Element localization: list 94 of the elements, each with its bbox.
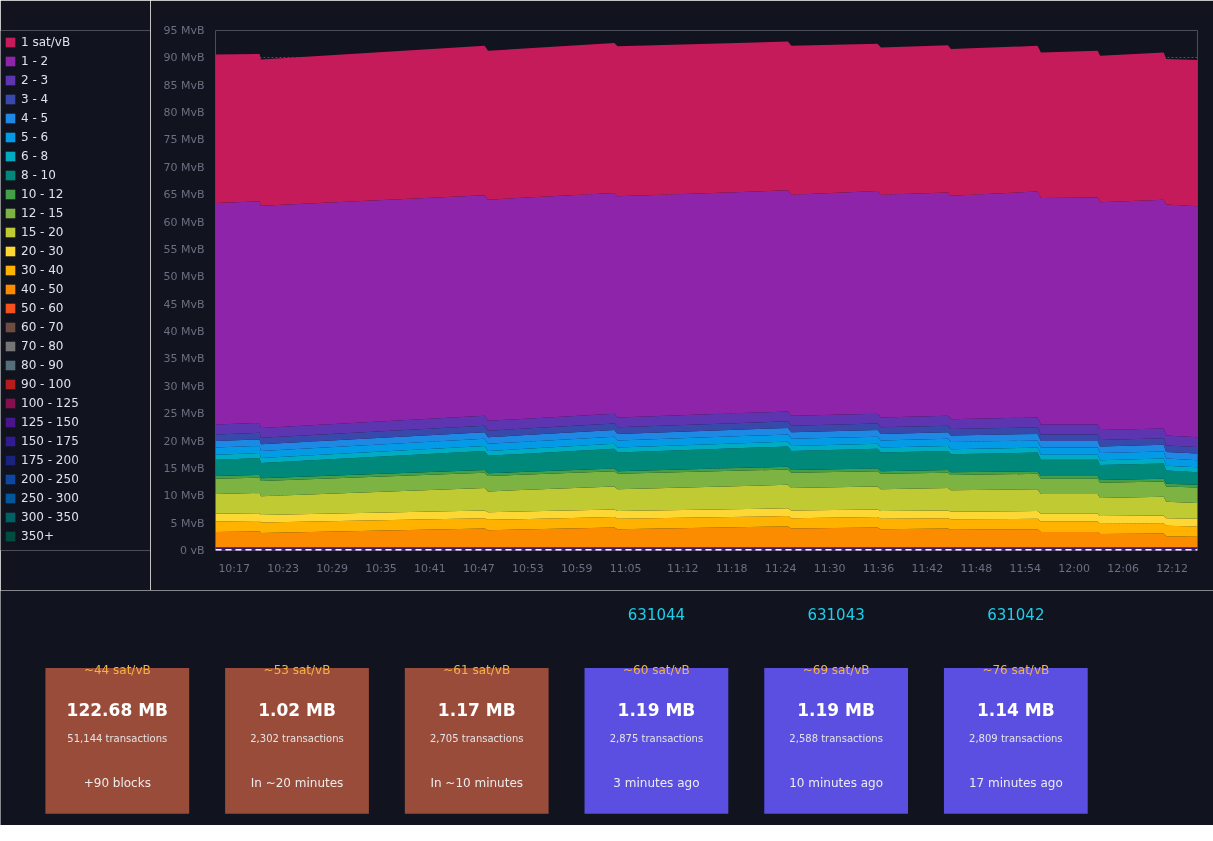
legend-label: 60 - 70 [21, 319, 64, 335]
legend-label: 5 - 6 [21, 129, 49, 145]
y-tick-label: 50 MvB [163, 270, 205, 284]
x-tick-label: 12:00 [1058, 561, 1091, 575]
legend-label: 50 - 60 [21, 300, 64, 316]
legend-label: 1 - 2 [21, 53, 49, 69]
legend-label: 250 - 300 [21, 490, 79, 506]
text: 17 minutes ago [968, 776, 1063, 791]
y-tick-label: 25 MvB [163, 407, 205, 421]
text: 2,875 transactions [609, 733, 704, 745]
text: 2,809 transactions [969, 733, 1063, 745]
text: 122.68 MB [66, 700, 169, 721]
text: ~76 sat/vB [982, 663, 1050, 678]
x-tick-label: 11:36 [862, 561, 895, 575]
x-tick-label: 10:47 [463, 561, 495, 575]
text: 631042 [987, 606, 1045, 624]
y-tick-label: 60 MvB [163, 215, 205, 229]
text: 2,302 transactions [250, 733, 344, 745]
x-tick-label: 11:12 [666, 561, 699, 575]
legend-label: 12 - 15 [21, 205, 64, 221]
text: 2,705 transactions [429, 733, 524, 745]
legend-label: 70 - 80 [21, 338, 64, 354]
x-tick-label: 10:53 [511, 561, 544, 575]
legend-label: 125 - 150 [21, 414, 79, 430]
x-tick-label: 11:05 [609, 561, 642, 575]
text: 51,144 transactions [67, 733, 168, 745]
text: ~44 sat/vB [83, 663, 151, 678]
text: 631043 [807, 606, 865, 624]
legend-label: 200 - 250 [21, 471, 79, 487]
x-tick-label: 11:54 [1009, 561, 1042, 575]
legend-label: 6 - 8 [21, 148, 49, 164]
legend-label: 3 - 4 [21, 91, 49, 107]
text: 3 minutes ago [613, 776, 700, 791]
legend-label: 175 - 200 [21, 452, 79, 468]
y-tick-label: 10 MvB [163, 489, 205, 503]
y-tick-label: 45 MvB [163, 297, 205, 311]
text: 1.19 MB [797, 700, 875, 721]
x-tick-label: 11:24 [764, 561, 797, 575]
legend-label: 20 - 30 [21, 243, 64, 259]
legend-label: 100 - 125 [21, 395, 79, 411]
x-tick-label: 12:06 [1107, 561, 1139, 575]
y-tick-label: 40 MvB [163, 325, 205, 339]
y-tick-label: 80 MvB [163, 106, 205, 120]
text: 10 minutes ago [789, 776, 884, 791]
y-tick-label: 55 MvB [163, 242, 205, 256]
y-tick-label: 65 MvB [163, 188, 205, 202]
text: 1.19 MB [617, 700, 696, 721]
legend-label: 10 - 12 [21, 186, 64, 202]
legend-label: 30 - 40 [21, 262, 64, 278]
y-tick-label: 35 MvB [163, 352, 205, 366]
text: ~61 sat/vB [443, 663, 511, 678]
x-tick-label: 11:30 [813, 561, 846, 575]
y-tick-label: 70 MvB [163, 160, 205, 174]
x-tick-label: 11:42 [911, 561, 944, 575]
y-tick-label: 95 MvB [163, 24, 205, 37]
legend-label: 80 - 90 [21, 357, 64, 373]
y-tick-label: 90 MvB [163, 51, 205, 65]
legend-label: 350+ [21, 528, 54, 544]
text: 631044 [627, 606, 686, 624]
y-tick-label: 0 vB [179, 544, 205, 557]
x-tick-label: 10:41 [414, 561, 446, 575]
y-tick-label: 20 MvB [163, 434, 205, 448]
y-tick-label: 85 MvB [163, 78, 205, 92]
y-tick-label: 5 MvB [170, 516, 205, 530]
y-tick-label: 15 MvB [163, 461, 205, 475]
legend-label: 90 - 100 [21, 376, 72, 392]
legend-label: 15 - 20 [21, 224, 64, 240]
x-tick-label: 12:12 [1156, 561, 1188, 575]
y-tick-label: 75 MvB [163, 133, 205, 147]
x-tick-label: 11:48 [960, 561, 993, 575]
text: 1.02 MB [258, 700, 336, 721]
text: 1.14 MB [976, 700, 1055, 721]
x-tick-label: 10:35 [365, 561, 397, 575]
text: ~53 sat/vB [263, 663, 331, 678]
legend-label: 1 sat/vB [21, 34, 71, 50]
text: In ~20 minutes [250, 776, 344, 791]
legend-label: 300 - 350 [21, 509, 79, 525]
legend-label: 2 - 3 [21, 72, 49, 88]
legend-label: 4 - 5 [21, 110, 49, 126]
text: ~69 sat/vB [802, 663, 870, 678]
text: 1.17 MB [437, 700, 516, 721]
x-tick-label: 11:18 [715, 561, 748, 575]
text: +90 blocks [83, 776, 151, 791]
legend-label: 8 - 10 [21, 167, 56, 183]
x-tick-label: 10:23 [267, 561, 300, 575]
x-tick-label: 10:59 [560, 561, 593, 575]
x-tick-label: 10:17 [218, 561, 251, 575]
text: In ~10 minutes [430, 776, 524, 791]
x-tick-label: 10:29 [316, 561, 348, 575]
text: 2,588 transactions [789, 733, 883, 745]
y-tick-label: 30 MvB [163, 379, 205, 393]
legend-label: 40 - 50 [21, 281, 64, 297]
text: ~60 sat/vB [623, 663, 690, 678]
legend-label: 150 - 175 [21, 433, 79, 449]
